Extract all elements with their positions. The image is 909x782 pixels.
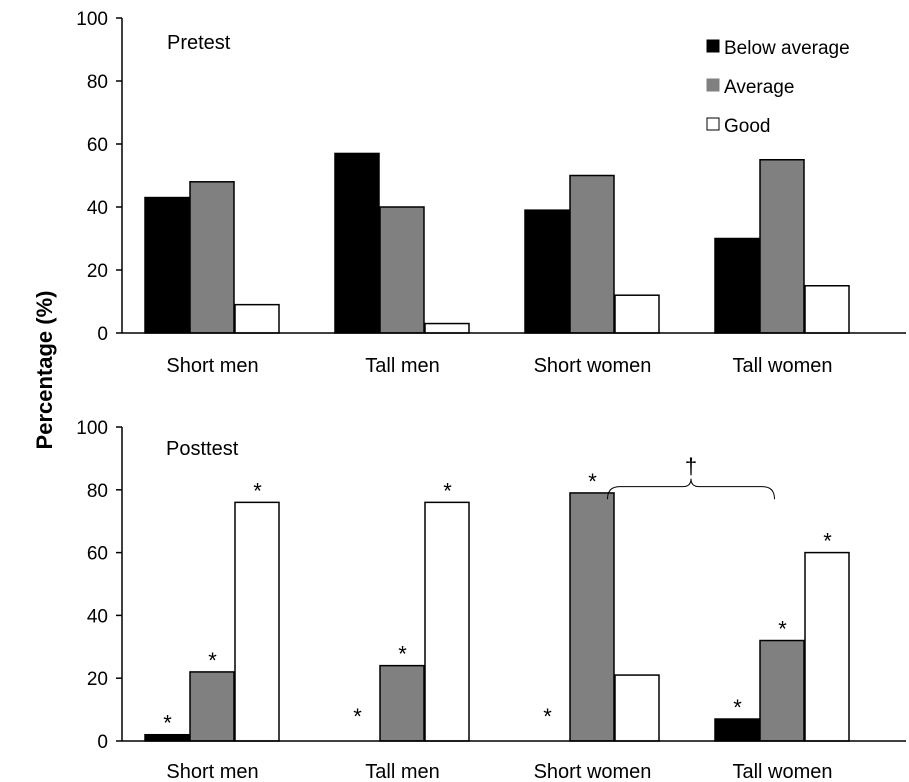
pretest-category-label-tall-women: Tall women [732, 355, 832, 377]
posttest-bar-short-women-good [614, 674, 660, 742]
pretest-ytick-label: 60 [87, 135, 108, 156]
pretest-title: Pretest [167, 32, 231, 54]
posttest-category-label-short-women: Short women [534, 761, 652, 782]
posttest-significance-short-men-good: * [253, 478, 262, 503]
pretest-category-label-tall-men: Tall men [365, 355, 439, 377]
pretest-ytick-label: 80 [87, 72, 108, 93]
legend: Below average Average Good [706, 38, 850, 137]
pretest-bar-tall-women-good [804, 285, 850, 334]
posttest-bar-tall-women-average [759, 639, 805, 742]
pretest-bar-tall-men-below-average [334, 152, 380, 334]
posttest-bar-short-women-average [569, 492, 615, 742]
posttest-significance-short-women-below-average: * [543, 704, 552, 729]
pretest-bar-short-men-good [234, 303, 280, 334]
legend-swatch-good [706, 117, 720, 131]
posttest-significance-tall-men-average: * [398, 642, 407, 667]
pretest-ytick-label: 40 [87, 198, 108, 219]
posttest-significance-tall-women-below-average: * [733, 695, 742, 720]
posttest-bar-short-men-average [189, 671, 235, 742]
pretest-category-label-short-men: Short men [166, 355, 258, 377]
pretest-ytick-label: 20 [87, 261, 108, 282]
posttest-ytick-label: 20 [87, 669, 108, 690]
pretest-panel: 0 20 40 60 80 100 Short men Tall men Short women… [76, 9, 906, 377]
pretest-ytick-label: 0 [97, 324, 108, 345]
pretest-bar-short-men-below-average [144, 196, 190, 334]
y-axis-label: Percentage (%) [32, 291, 57, 450]
posttest-dagger: † [685, 454, 697, 479]
posttest-category-label-tall-women: Tall women [732, 761, 832, 782]
legend-swatch-below-average [706, 39, 720, 53]
pretest-bar-short-women-good [614, 294, 660, 334]
posttest-bar-tall-women-below-average [714, 718, 760, 742]
pretest-bar-tall-women-below-average [714, 237, 760, 334]
posttest-bar-tall-women-good [804, 551, 850, 742]
pretest-bar-short-women-average [569, 174, 615, 334]
pretest-bar-tall-men-good [424, 322, 470, 334]
posttest-ytick-label: 80 [87, 481, 108, 502]
posttest-category-label-tall-men: Tall men [365, 761, 439, 782]
posttest-significance-short-men-below-average: * [163, 711, 172, 736]
posttest-bar-tall-men-good [424, 501, 470, 742]
posttest-ytick-label: 60 [87, 544, 108, 565]
legend-swatch-average [706, 78, 720, 92]
pretest-bar-tall-women-average [759, 159, 805, 334]
posttest-significance-tall-men-below-average: * [353, 704, 362, 729]
pretest-bar-tall-men-average [379, 206, 425, 334]
posttest-panel: 0 20 40 60 80 100 Short men Tall men Short women… [76, 418, 906, 782]
posttest-bracket [607, 478, 775, 500]
pretest-category-label-short-women: Short women [534, 355, 652, 377]
posttest-bar-short-men-good [234, 501, 280, 742]
legend-label-below-average: Below average [724, 38, 850, 59]
posttest-significance-tall-women-average: * [778, 617, 787, 642]
posttest-ytick-label: 40 [87, 606, 108, 627]
posttest-ytick-label: 100 [76, 418, 108, 439]
legend-label-good: Good [724, 116, 770, 137]
posttest-significance-short-women-average: * [588, 469, 597, 494]
pretest-ytick-label: 100 [76, 9, 108, 30]
legend-label-average: Average [724, 77, 794, 98]
posttest-significance-tall-women-good: * [823, 529, 832, 554]
posttest-category-label-short-men: Short men [166, 761, 258, 782]
pretest-bar-short-women-below-average [524, 209, 570, 334]
posttest-title: Posttest [166, 438, 239, 460]
posttest-bar-tall-men-average [379, 664, 425, 742]
posttest-significance-short-men-average: * [208, 648, 217, 673]
pretest-bar-short-men-average [189, 181, 235, 334]
posttest-significance-tall-men-good: * [443, 478, 452, 503]
posttest-ytick-label: 0 [97, 732, 108, 753]
